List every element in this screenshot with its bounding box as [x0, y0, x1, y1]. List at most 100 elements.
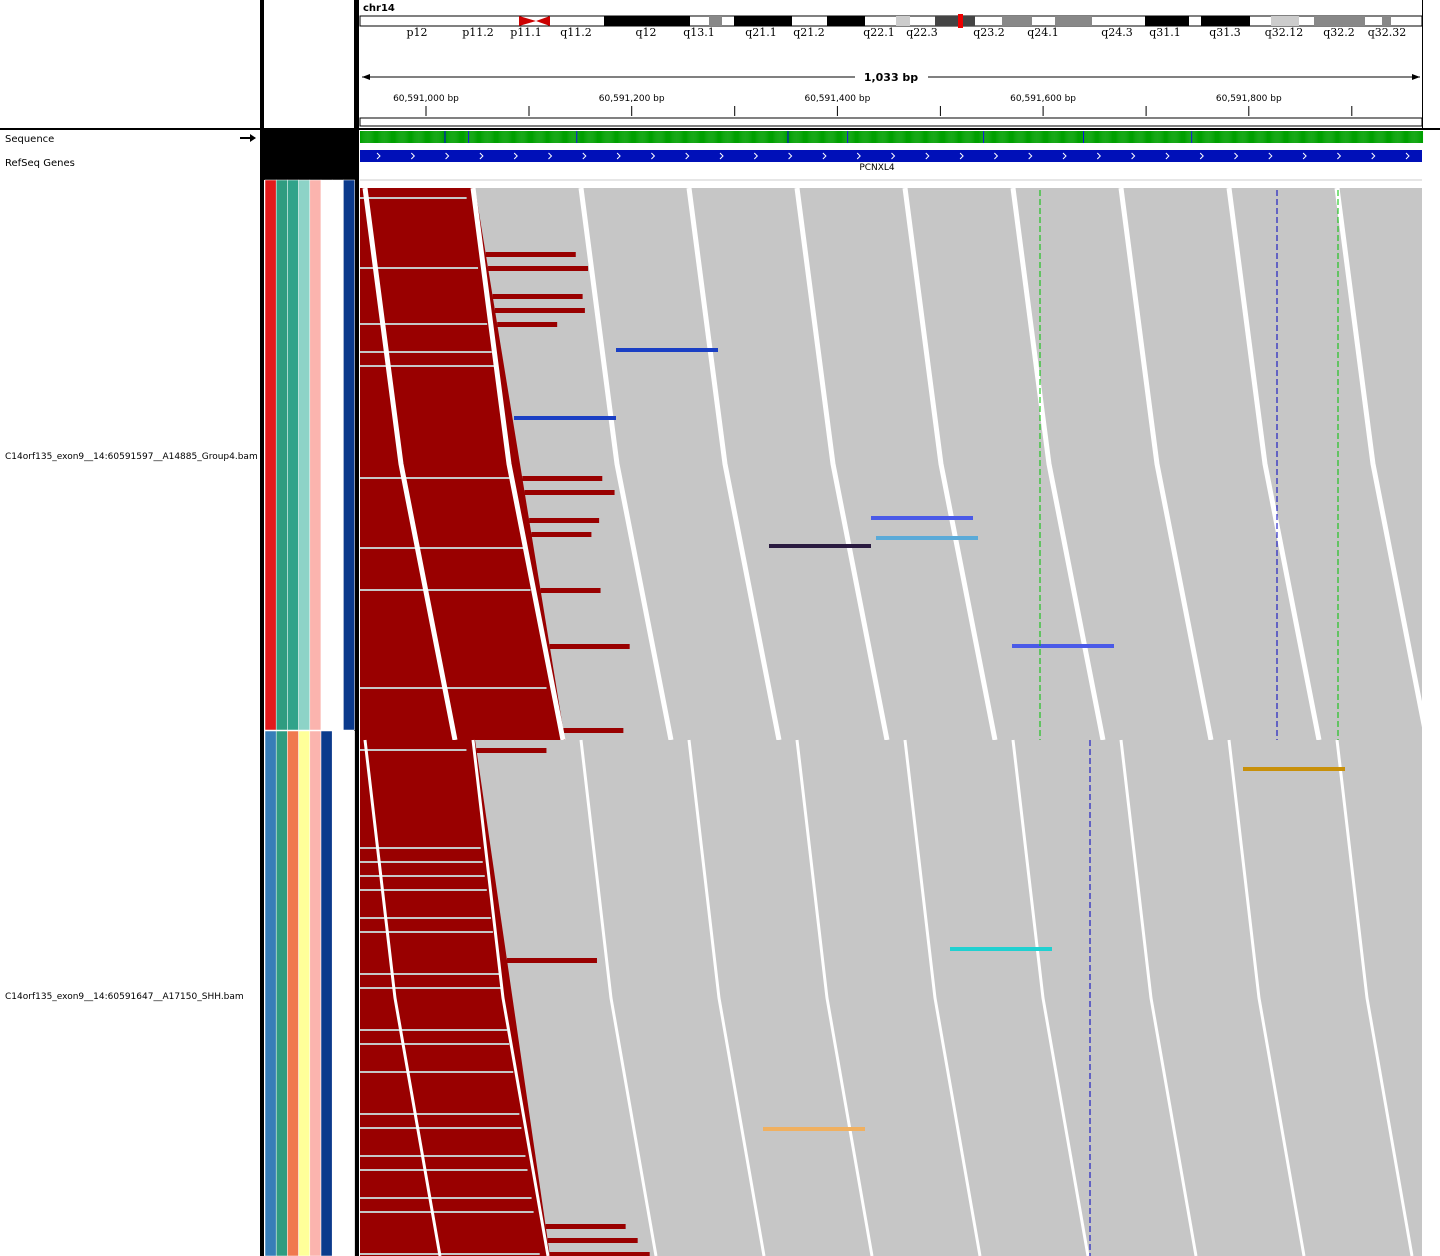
base [954, 131, 956, 143]
base [472, 131, 474, 143]
base [603, 131, 605, 143]
base [1181, 131, 1184, 143]
base [1197, 131, 1199, 143]
base [1022, 131, 1024, 143]
base [568, 131, 570, 143]
base [894, 131, 896, 143]
base [849, 131, 851, 143]
base [1232, 131, 1234, 143]
base [1340, 131, 1342, 143]
base [1395, 131, 1397, 143]
base [1193, 131, 1195, 143]
strand-chevron [891, 152, 896, 160]
alignment-gap [471, 739, 550, 1256]
base [724, 131, 726, 143]
base [754, 131, 756, 143]
position-label: 60,591,800 bp [1216, 94, 1282, 104]
base [1044, 131, 1047, 143]
base [504, 131, 506, 143]
base [766, 131, 768, 143]
base [1159, 131, 1161, 143]
sequence-track [360, 131, 1424, 143]
base [579, 131, 581, 143]
base [438, 131, 440, 143]
gene-name[interactable]: PCNXL4 [859, 163, 895, 173]
base [1065, 131, 1067, 143]
gene-feature[interactable] [360, 150, 1422, 162]
base [1130, 131, 1132, 143]
base [1000, 131, 1002, 143]
base [1088, 131, 1090, 143]
base [483, 131, 485, 143]
base [1326, 131, 1328, 143]
base [1104, 131, 1106, 143]
base [1135, 131, 1137, 143]
base [1399, 131, 1401, 143]
base [653, 131, 655, 143]
base [733, 131, 735, 143]
chromosome-name[interactable]: chr14 [363, 3, 395, 14]
base [1381, 131, 1383, 143]
base [674, 131, 676, 143]
base [448, 131, 450, 143]
base [1063, 131, 1065, 143]
base [879, 131, 881, 143]
base [803, 131, 806, 143]
base [657, 131, 659, 143]
base [1184, 131, 1186, 143]
base [1050, 131, 1052, 143]
base [549, 131, 551, 143]
base [523, 131, 525, 143]
track-name[interactable]: C14orf135_exon9__14:60591597__A14885_Gro… [5, 452, 258, 462]
base [556, 131, 558, 143]
track-name[interactable]: Sequence [5, 134, 54, 145]
base [825, 131, 827, 143]
base [608, 131, 610, 143]
base [447, 131, 449, 143]
base [1287, 131, 1289, 143]
base [480, 131, 482, 143]
ideogram[interactable]: p12 p11.2 p11.1 q11.2 q12 q13.1 q21.1 q21.2 q22.… [359, 14, 1423, 39]
base [1327, 131, 1329, 143]
base [1415, 131, 1417, 143]
base [1072, 131, 1074, 143]
strand-chevron [959, 152, 964, 160]
base [1221, 131, 1223, 143]
track-name[interactable]: RefSeq Genes [5, 158, 75, 169]
base [675, 131, 677, 143]
base [1407, 131, 1409, 143]
base [628, 131, 630, 143]
base [597, 131, 600, 143]
base [993, 131, 995, 143]
strand-arrow[interactable] [240, 134, 256, 142]
alignment-gap [1227, 739, 1306, 1256]
base [660, 131, 662, 143]
base [1090, 131, 1092, 143]
base [949, 131, 951, 143]
base [1187, 131, 1189, 143]
base [537, 131, 539, 143]
base [876, 131, 878, 143]
track-name[interactable]: C14orf135_exon9__14:60591647__A17150_SHH… [5, 992, 244, 1002]
base [635, 131, 637, 143]
base [838, 131, 841, 143]
base [530, 131, 533, 143]
base [917, 131, 919, 143]
base [538, 131, 540, 143]
band-label: q22.3 [906, 26, 938, 39]
base [1127, 131, 1129, 143]
base [1212, 131, 1214, 143]
base [578, 131, 580, 143]
base [725, 131, 727, 143]
base [1213, 131, 1215, 143]
base [460, 131, 463, 143]
strand-chevron [582, 152, 587, 160]
base [1331, 131, 1333, 143]
base [1092, 131, 1094, 143]
base [507, 131, 509, 143]
alignment-gap [903, 739, 982, 1256]
base [639, 131, 641, 143]
base [804, 131, 807, 143]
gene-arrows [376, 152, 1410, 160]
base [1162, 131, 1164, 143]
